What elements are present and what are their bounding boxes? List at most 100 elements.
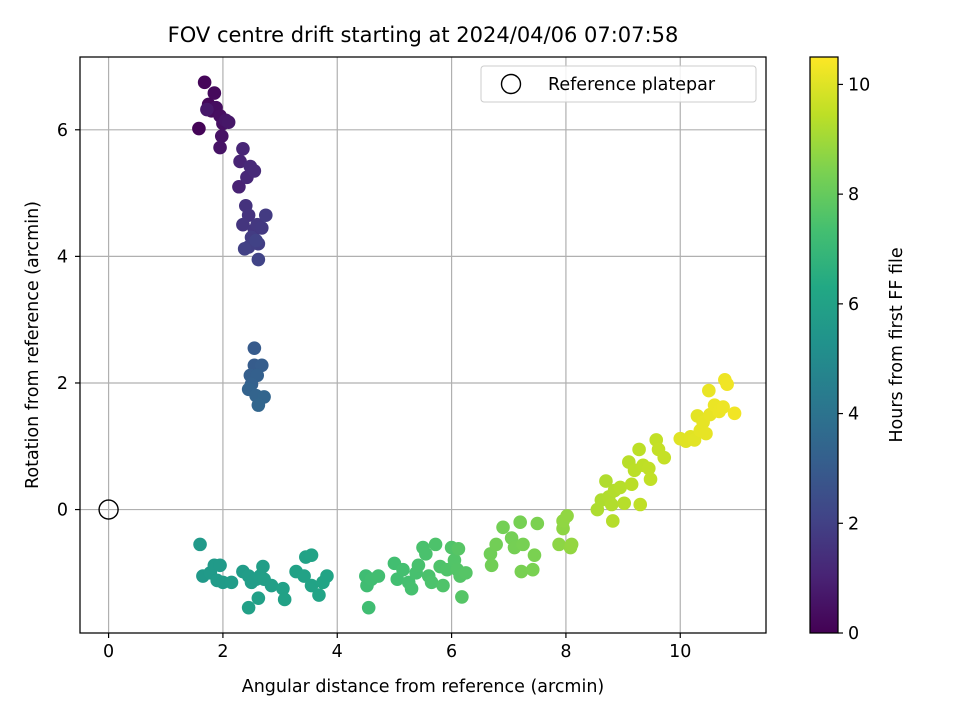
data-point xyxy=(599,474,613,488)
data-point xyxy=(564,537,579,552)
data-point xyxy=(304,548,319,562)
data-point xyxy=(525,562,540,577)
x-tick-label: 8 xyxy=(560,642,571,662)
colorbar-label: Hours from first FF file xyxy=(887,247,907,442)
data-point xyxy=(613,480,628,495)
data-point xyxy=(221,115,236,129)
legend-marker-icon xyxy=(500,73,522,95)
data-point xyxy=(247,341,262,355)
data-point xyxy=(702,383,716,398)
data-point xyxy=(192,121,206,136)
x-tick-label: 10 xyxy=(669,642,691,662)
data-point xyxy=(361,600,376,615)
colorbar-tick-label: 10 xyxy=(848,75,870,95)
y-tick-label: 2 xyxy=(57,374,68,394)
data-point xyxy=(213,558,227,573)
colorbar-tick-label: 0 xyxy=(848,624,859,644)
data-point xyxy=(304,578,319,593)
data-point xyxy=(213,140,227,155)
data-point xyxy=(411,558,426,573)
data-point xyxy=(633,497,648,512)
x-axis-ticks: 0 2 4 6 8 10 xyxy=(103,633,691,662)
legend: Reference platepar xyxy=(480,65,757,103)
data-point xyxy=(459,566,473,580)
data-point xyxy=(720,377,734,392)
data-point xyxy=(604,497,619,512)
y-tick-label: 0 xyxy=(57,501,68,521)
colorbar xyxy=(809,56,839,634)
data-point xyxy=(241,600,256,615)
data-point xyxy=(264,578,279,593)
data-point xyxy=(254,358,269,373)
colorbar-tick-label: 8 xyxy=(848,185,859,205)
data-point xyxy=(404,581,419,596)
data-point xyxy=(297,569,311,583)
data-point xyxy=(484,558,499,573)
data-point xyxy=(428,537,443,552)
data-point xyxy=(643,472,658,486)
data-point xyxy=(699,426,713,441)
data-point xyxy=(207,86,222,100)
data-point xyxy=(237,241,252,256)
data-point xyxy=(277,592,292,607)
colorbar-tick-label: 4 xyxy=(848,405,859,425)
data-point xyxy=(214,129,229,143)
scatter-points xyxy=(192,75,742,615)
colorbar-tick-label: 2 xyxy=(848,514,859,534)
colorbar-tick-label: 6 xyxy=(848,295,859,315)
x-tick-label: 2 xyxy=(217,642,228,662)
data-point xyxy=(419,547,433,561)
data-point xyxy=(320,569,334,583)
data-point xyxy=(371,569,386,583)
x-axis-label: Angular distance from reference (arcmin) xyxy=(242,677,605,697)
data-point xyxy=(489,537,503,552)
y-axis-label: Rotation from reference (arcmin) xyxy=(23,201,43,489)
data-point xyxy=(251,398,266,412)
colorbar-ticks: 0 2 4 6 8 10 xyxy=(838,75,870,644)
data-point xyxy=(496,520,510,535)
data-point xyxy=(249,233,263,248)
data-point xyxy=(232,179,246,194)
data-point xyxy=(514,564,529,579)
reference-platepar-marker xyxy=(98,499,119,520)
reference-marker-layer xyxy=(98,499,119,520)
data-point xyxy=(312,588,326,602)
data-point xyxy=(276,581,290,596)
x-tick-label: 6 xyxy=(446,642,457,662)
data-point xyxy=(624,477,639,492)
data-point xyxy=(224,575,239,590)
data-point xyxy=(632,442,646,457)
x-tick-label: 4 xyxy=(332,642,343,662)
data-point xyxy=(396,562,410,577)
data-point xyxy=(200,102,214,117)
data-point xyxy=(605,514,620,528)
data-point xyxy=(657,450,672,465)
data-point xyxy=(455,590,469,604)
data-point xyxy=(716,400,730,414)
y-axis-ticks: 0 2 4 6 xyxy=(57,121,80,521)
data-point xyxy=(193,537,207,552)
data-point xyxy=(236,217,250,232)
data-point xyxy=(560,509,574,523)
data-point xyxy=(617,496,632,511)
data-point xyxy=(233,154,247,169)
data-point xyxy=(552,537,566,552)
y-tick-label: 6 xyxy=(57,121,68,141)
chart-title: FOV centre drift starting at 2024/04/06 … xyxy=(168,23,679,47)
data-point xyxy=(530,516,545,531)
data-point xyxy=(527,548,542,562)
data-point xyxy=(440,562,454,577)
data-point xyxy=(258,208,273,223)
data-point xyxy=(256,559,270,574)
legend-entry-label: Reference platepar xyxy=(548,75,716,95)
x-tick-label: 0 xyxy=(103,642,114,662)
data-point xyxy=(727,406,742,421)
data-point xyxy=(424,575,439,590)
data-point xyxy=(247,164,262,178)
data-point xyxy=(513,515,527,530)
data-point xyxy=(254,221,269,235)
data-point xyxy=(251,252,266,267)
y-tick-label: 4 xyxy=(57,247,68,267)
data-point xyxy=(236,141,250,156)
